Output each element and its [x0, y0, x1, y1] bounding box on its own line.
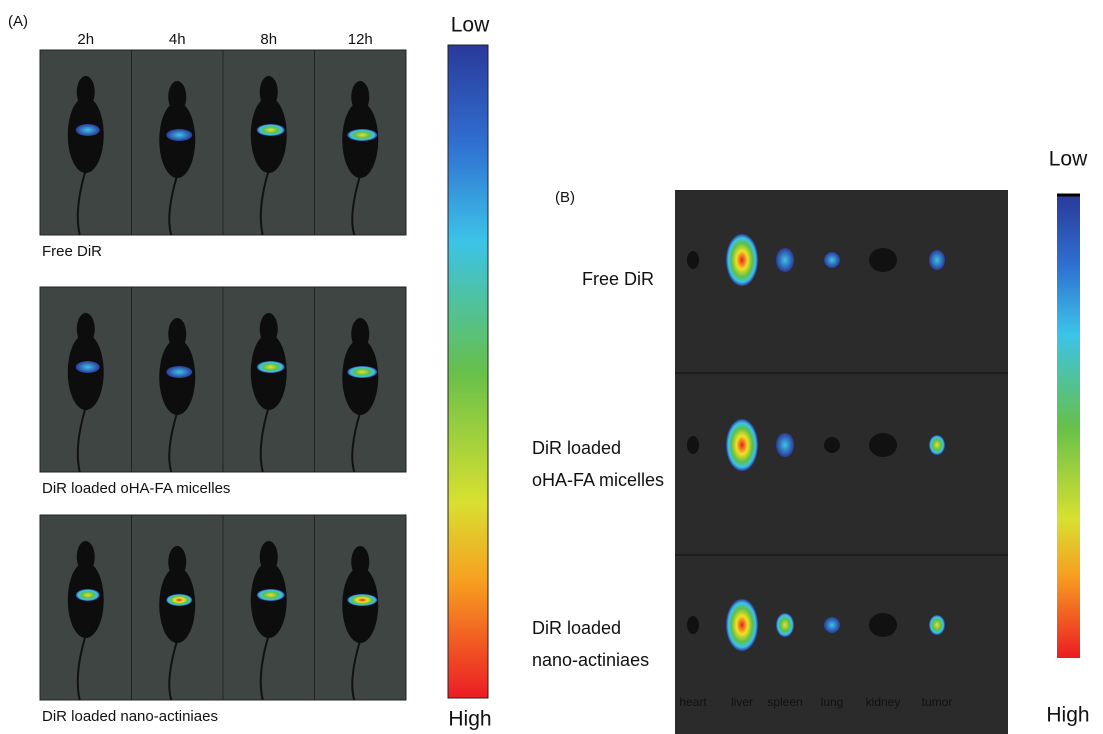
signal: [76, 124, 100, 136]
color-scale: [1057, 195, 1080, 658]
organ-label: spleen: [767, 695, 802, 709]
time-label: 8h: [260, 31, 277, 48]
mouse-head: [168, 318, 186, 350]
panel-label: (B): [555, 189, 575, 206]
signal: [347, 366, 377, 378]
organ: [929, 615, 945, 635]
organ-label: tumor: [922, 695, 953, 709]
mouse-head: [77, 76, 95, 108]
time-label: 4h: [169, 31, 186, 48]
organ-label: heart: [679, 695, 707, 709]
signal: [166, 366, 192, 378]
organ: [869, 433, 897, 457]
organ-image: [675, 190, 1008, 734]
color-scale: [448, 45, 488, 698]
organ: [776, 613, 794, 637]
organ-label: lung: [821, 695, 844, 709]
organ: [824, 617, 840, 633]
time-label: 2h: [77, 31, 94, 48]
organ: [776, 248, 794, 272]
scale-low: Low: [451, 14, 490, 37]
scale-high: High: [448, 708, 491, 731]
signal: [76, 589, 100, 601]
organ: [726, 419, 758, 471]
signal: [257, 589, 285, 601]
organ: [726, 599, 758, 651]
row-label: DiR loaded: [532, 438, 621, 458]
signal: [166, 594, 192, 606]
panel-label: (A): [8, 13, 28, 30]
organ: [929, 435, 945, 455]
mouse-head: [260, 76, 278, 108]
mouse-head: [77, 541, 95, 573]
organ: [776, 433, 794, 457]
mouse-head: [77, 313, 95, 345]
signal: [166, 129, 192, 141]
organ: [687, 436, 699, 454]
figure: (A) Low High (B) Low High 2h 4h 8h 12h Free …: [0, 0, 1103, 734]
group-label: DiR loaded nano-actiniaes: [42, 708, 218, 725]
time-label: 12h: [348, 31, 373, 48]
row-label: Free DiR: [582, 269, 654, 289]
organ: [869, 613, 897, 637]
mouse-head: [168, 546, 186, 578]
row-label: DiR loaded: [532, 618, 621, 638]
signal: [347, 129, 377, 141]
row-label: oHA-FA micelles: [532, 470, 664, 490]
organ-label: kidney: [866, 695, 901, 709]
signal: [76, 361, 100, 373]
organ: [687, 251, 699, 269]
scale-high: High: [1046, 704, 1089, 727]
organ: [824, 252, 840, 268]
organ: [687, 616, 699, 634]
scale-low: Low: [1049, 148, 1088, 171]
signal: [257, 361, 285, 373]
organ: [929, 250, 945, 270]
mouse-head: [351, 546, 369, 578]
mouse-head: [351, 81, 369, 113]
signal: [257, 124, 285, 136]
group-label: Free DiR: [42, 243, 102, 260]
organ: [869, 248, 897, 272]
organ: [726, 234, 758, 286]
mouse-head: [168, 81, 186, 113]
mouse-head: [260, 541, 278, 573]
row-label: nano-actiniaes: [532, 650, 649, 670]
signal: [347, 594, 377, 606]
organ: [824, 437, 840, 453]
mouse-head: [260, 313, 278, 345]
group-label: DiR loaded oHA-FA micelles: [42, 480, 230, 497]
organ-label: liver: [731, 695, 753, 709]
mouse-head: [351, 318, 369, 350]
